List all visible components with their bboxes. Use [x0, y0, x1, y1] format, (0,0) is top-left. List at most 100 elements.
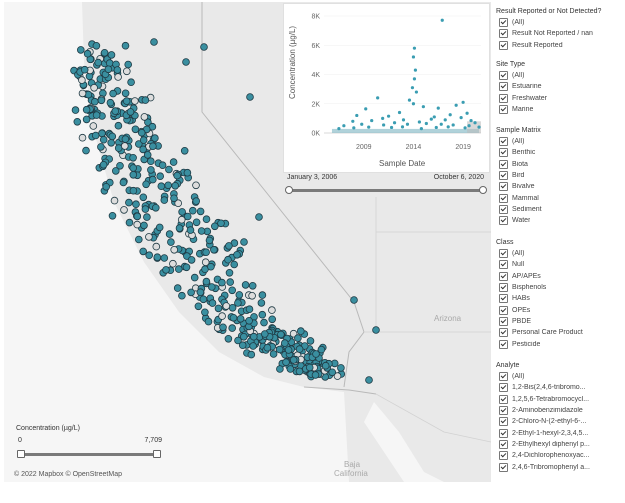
- site-marker[interactable]: [107, 51, 116, 59]
- site-marker[interactable]: [183, 168, 192, 177]
- site-marker[interactable]: [222, 302, 231, 310]
- site-marker[interactable]: [333, 372, 342, 380]
- data-point[interactable]: [412, 77, 417, 81]
- site-marker[interactable]: [92, 111, 101, 119]
- filter-option[interactable]: Freshwater: [496, 93, 625, 104]
- data-point[interactable]: [434, 125, 438, 130]
- site-marker[interactable]: [246, 93, 254, 101]
- site-marker[interactable]: [173, 171, 182, 180]
- data-point[interactable]: [446, 125, 450, 129]
- filter-option[interactable]: Mammal: [496, 192, 625, 203]
- site-marker[interactable]: [78, 76, 86, 84]
- site-marker[interactable]: [286, 365, 295, 373]
- site-marker[interactable]: [131, 97, 139, 105]
- site-marker[interactable]: [89, 122, 98, 130]
- site-marker[interactable]: [120, 206, 128, 214]
- data-point[interactable]: [451, 123, 455, 127]
- site-marker[interactable]: [90, 84, 98, 92]
- site-marker[interactable]: [225, 242, 233, 250]
- data-point[interactable]: [463, 126, 467, 130]
- checkbox-checked-icon[interactable]: [499, 148, 508, 158]
- data-point[interactable]: [424, 121, 428, 126]
- site-marker[interactable]: [156, 172, 165, 181]
- data-point[interactable]: [473, 121, 477, 125]
- data-point[interactable]: [421, 105, 425, 109]
- site-marker[interactable]: [235, 291, 244, 299]
- filter-option[interactable]: Personal Care Product: [496, 327, 625, 338]
- site-marker[interactable]: [177, 215, 186, 224]
- checkbox-checked-icon[interactable]: [499, 316, 508, 326]
- site-marker[interactable]: [151, 134, 159, 142]
- site-marker[interactable]: [228, 286, 237, 295]
- site-marker[interactable]: [260, 330, 269, 338]
- filter-option[interactable]: OPEs: [496, 304, 625, 315]
- checkbox-checked-icon[interactable]: [499, 294, 508, 304]
- site-marker[interactable]: [245, 316, 253, 325]
- filter-option[interactable]: Biota: [496, 159, 625, 170]
- checkbox-checked-icon[interactable]: [499, 159, 508, 169]
- site-marker[interactable]: [121, 135, 130, 143]
- site-marker[interactable]: [207, 262, 215, 271]
- site-marker[interactable]: [282, 358, 290, 367]
- site-marker[interactable]: [158, 161, 167, 170]
- site-marker[interactable]: [129, 171, 138, 179]
- site-marker[interactable]: [171, 182, 180, 190]
- site-marker[interactable]: [194, 302, 203, 311]
- site-marker[interactable]: [182, 58, 190, 66]
- site-marker[interactable]: [145, 233, 153, 241]
- checkbox-checked-icon[interactable]: [499, 29, 508, 39]
- filter-option[interactable]: (All): [496, 371, 625, 382]
- filter-option[interactable]: 2,4-Dichlorophenoxyac...: [496, 450, 625, 461]
- site-marker[interactable]: [372, 326, 380, 334]
- site-marker[interactable]: [121, 142, 129, 150]
- data-point[interactable]: [448, 113, 452, 117]
- site-marker[interactable]: [73, 118, 82, 126]
- site-marker[interactable]: [190, 273, 199, 282]
- checkbox-checked-icon[interactable]: [499, 105, 508, 115]
- site-marker[interactable]: [240, 332, 248, 341]
- site-marker[interactable]: [141, 96, 150, 104]
- filter-option[interactable]: Marine: [496, 104, 625, 115]
- data-point[interactable]: [429, 117, 433, 121]
- data-point[interactable]: [419, 127, 423, 131]
- site-marker[interactable]: [205, 236, 214, 245]
- date-range-slider[interactable]: January 3, 2006 October 6, 2020: [285, 174, 488, 198]
- site-marker[interactable]: [137, 128, 146, 137]
- checkbox-checked-icon[interactable]: [499, 339, 508, 349]
- site-marker[interactable]: [312, 350, 320, 358]
- data-point[interactable]: [360, 122, 364, 126]
- site-marker[interactable]: [277, 330, 285, 339]
- filter-option[interactable]: 2-Chloro-N-(2-ethyl-6-...: [496, 416, 625, 427]
- data-point[interactable]: [414, 90, 419, 94]
- concentration-slider-min-handle[interactable]: [17, 450, 25, 458]
- data-point[interactable]: [477, 125, 481, 129]
- site-marker[interactable]: [99, 161, 108, 169]
- site-marker[interactable]: [183, 212, 192, 221]
- site-marker[interactable]: [160, 254, 169, 262]
- site-marker[interactable]: [295, 367, 304, 376]
- site-marker[interactable]: [192, 197, 201, 205]
- site-marker[interactable]: [109, 89, 117, 98]
- site-marker[interactable]: [143, 151, 152, 159]
- site-marker[interactable]: [112, 167, 120, 175]
- site-marker[interactable]: [173, 284, 182, 292]
- site-marker[interactable]: [240, 238, 248, 246]
- site-marker[interactable]: [217, 219, 225, 228]
- filter-option[interactable]: Water: [496, 215, 625, 226]
- site-marker[interactable]: [147, 157, 155, 166]
- site-marker[interactable]: [144, 118, 152, 126]
- site-marker[interactable]: [116, 162, 124, 170]
- site-marker[interactable]: [214, 304, 223, 313]
- filter-option[interactable]: 2-Ethyl-1-hexyl-2,3,4,5...: [496, 427, 625, 438]
- data-point[interactable]: [407, 98, 412, 102]
- data-point[interactable]: [376, 96, 380, 100]
- site-marker[interactable]: [142, 180, 150, 189]
- data-point[interactable]: [411, 102, 416, 106]
- checkbox-checked-icon[interactable]: [499, 249, 508, 259]
- site-marker[interactable]: [208, 283, 216, 291]
- site-marker[interactable]: [234, 299, 242, 307]
- data-point[interactable]: [439, 122, 443, 126]
- site-marker[interactable]: [152, 242, 161, 251]
- filter-option[interactable]: 1,2,5,6-Tetrabromocycl...: [496, 394, 625, 405]
- data-point[interactable]: [337, 127, 341, 131]
